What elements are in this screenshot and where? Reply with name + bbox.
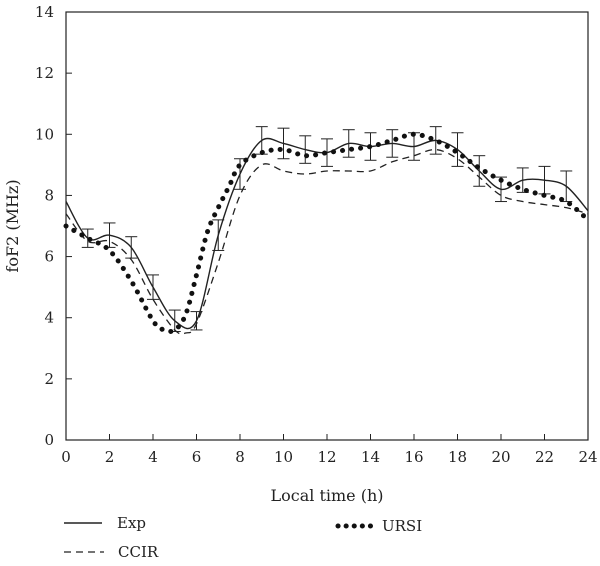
y-tick-label: 6 bbox=[44, 248, 54, 266]
x-tick-label: 0 bbox=[61, 448, 71, 466]
x-axis-title: Local time (h) bbox=[270, 486, 383, 505]
error-bar-exp bbox=[299, 135, 312, 164]
x-tick-label: 20 bbox=[491, 448, 510, 466]
y-axis-title: foF2 (MHz) bbox=[3, 179, 22, 272]
error-bar-exp bbox=[342, 129, 355, 158]
series-line-exp bbox=[65, 137, 589, 330]
plot-frame bbox=[65, 11, 589, 441]
error-bar-exp bbox=[429, 126, 442, 155]
x-tick-label: 18 bbox=[448, 448, 467, 466]
x-tick-label: 22 bbox=[535, 448, 554, 466]
error-bar-exp bbox=[386, 129, 399, 158]
y-tick-label: 14 bbox=[35, 3, 54, 21]
error-bar-exp bbox=[147, 274, 159, 300]
error-bar-exp bbox=[277, 127, 290, 160]
x-tick-label: 6 bbox=[192, 448, 202, 466]
series-line-ursi bbox=[63, 131, 591, 334]
series-line-ccir bbox=[65, 148, 589, 335]
x-tick-label: 12 bbox=[317, 448, 336, 466]
legend-label-ursi: URSI bbox=[382, 517, 422, 535]
x-tick-label: 24 bbox=[578, 448, 597, 466]
error-bar-exp bbox=[560, 170, 573, 203]
x-tick-label: 2 bbox=[105, 448, 115, 466]
x-tick-label: 4 bbox=[148, 448, 158, 466]
x-tick-label: 10 bbox=[274, 448, 293, 466]
legend-label-ccir: CCIR bbox=[118, 543, 159, 561]
y-tick-label: 4 bbox=[44, 309, 54, 327]
error-bar-exp bbox=[473, 155, 486, 187]
y-tick-label: 12 bbox=[35, 64, 54, 82]
error-bar-exp bbox=[451, 132, 464, 167]
error-bar-exp bbox=[125, 236, 138, 259]
error-bar-exp bbox=[212, 219, 225, 251]
legend: Exp CCIR URSI bbox=[64, 514, 422, 561]
x-tick-label: 8 bbox=[235, 448, 245, 466]
y-tick-label: 10 bbox=[35, 125, 54, 143]
x-tick-label: 16 bbox=[404, 448, 423, 466]
x-tick-label: 14 bbox=[361, 448, 380, 466]
y-tick-label: 0 bbox=[44, 431, 54, 449]
legend-label-exp: Exp bbox=[117, 514, 146, 532]
y-tick-label: 2 bbox=[44, 370, 54, 388]
y-tick-label: 8 bbox=[44, 186, 54, 204]
series-layer bbox=[63, 126, 591, 335]
error-bar-exp bbox=[190, 311, 203, 331]
